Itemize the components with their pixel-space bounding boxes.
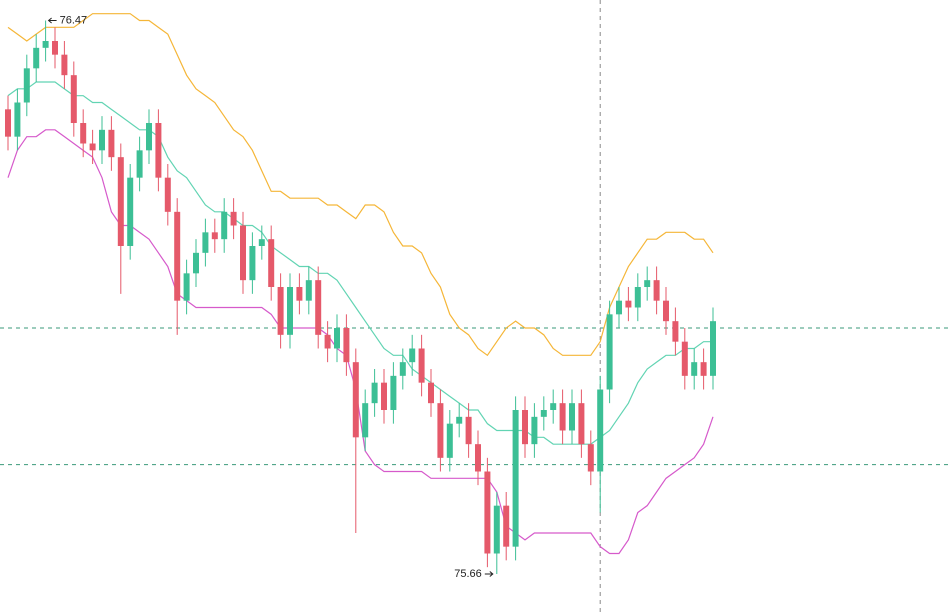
candle-body	[700, 362, 707, 376]
candle-body	[221, 211, 228, 240]
candle-body	[681, 341, 688, 376]
candle-body	[559, 403, 566, 431]
candle-body	[597, 389, 604, 472]
candle-body	[146, 123, 152, 151]
candle-body	[258, 239, 265, 246]
candle-body	[14, 102, 21, 137]
candle-body	[61, 54, 68, 76]
candle-body	[606, 314, 613, 390]
candle-body	[42, 41, 49, 48]
candle-body	[512, 410, 519, 547]
candle-body	[390, 375, 397, 410]
candle-body	[456, 416, 463, 424]
candle-body	[23, 68, 30, 103]
candle-body	[296, 287, 303, 301]
candle-body	[634, 287, 641, 308]
candle-body	[550, 403, 557, 410]
candle-body	[343, 328, 350, 363]
candle-body	[446, 423, 453, 458]
candle-body	[663, 300, 669, 322]
candle-body	[249, 246, 256, 281]
candle-body	[672, 321, 679, 342]
candle-body	[644, 280, 651, 287]
candle-body	[117, 157, 124, 246]
candle-body	[616, 300, 622, 315]
candle-body	[108, 129, 115, 158]
candle-body	[418, 348, 425, 383]
max-label: 76.47	[60, 14, 88, 26]
candle-body	[287, 287, 293, 335]
candle-body	[362, 403, 369, 438]
candle-body	[334, 328, 340, 349]
candle-body	[522, 410, 528, 445]
candle-body	[710, 321, 716, 376]
candle-body	[475, 444, 481, 472]
candle-body	[531, 416, 538, 445]
candle-body	[465, 416, 472, 445]
candle-body	[587, 444, 594, 472]
band-line	[7, 13, 714, 357]
candle-body	[484, 471, 491, 554]
candle-body	[183, 273, 190, 301]
candle-body	[305, 280, 312, 301]
band-line	[7, 129, 714, 555]
candle-body	[569, 403, 575, 431]
candle-body	[625, 300, 632, 308]
candle-body	[230, 211, 237, 226]
candle-body	[80, 123, 87, 144]
candle-body	[381, 382, 387, 410]
candle-body	[70, 75, 77, 123]
candle-body	[136, 150, 143, 178]
candle-body	[52, 41, 58, 55]
candle-body	[99, 129, 105, 151]
candle-body	[653, 280, 660, 301]
candle-body	[240, 225, 246, 281]
candle-body	[174, 211, 181, 301]
candle-body	[315, 280, 322, 335]
candle-body	[127, 177, 134, 246]
candle-body	[409, 348, 416, 363]
candle-body	[155, 123, 162, 178]
candle-body	[437, 403, 444, 458]
candle-body	[268, 239, 275, 287]
candle-body	[193, 252, 199, 274]
band-line	[7, 81, 713, 445]
candle-body	[202, 232, 209, 253]
candle-body	[503, 505, 510, 547]
candle-body	[578, 403, 585, 445]
candle-body	[428, 382, 434, 404]
candle-body	[540, 410, 547, 417]
arrow	[484, 571, 494, 577]
candle-body	[399, 362, 406, 376]
candle-body	[5, 109, 11, 137]
candle-body	[277, 287, 284, 335]
candle-body	[324, 334, 331, 349]
candle-body	[89, 143, 96, 151]
candle-body	[352, 362, 359, 438]
min-label: 75.66	[454, 568, 482, 580]
arrow	[47, 17, 57, 24]
candle-body	[371, 382, 378, 404]
candle-body	[33, 47, 40, 69]
candle-body	[164, 177, 171, 212]
candle-body	[211, 232, 218, 240]
candle-body	[691, 362, 698, 376]
candle-body	[493, 505, 500, 554]
